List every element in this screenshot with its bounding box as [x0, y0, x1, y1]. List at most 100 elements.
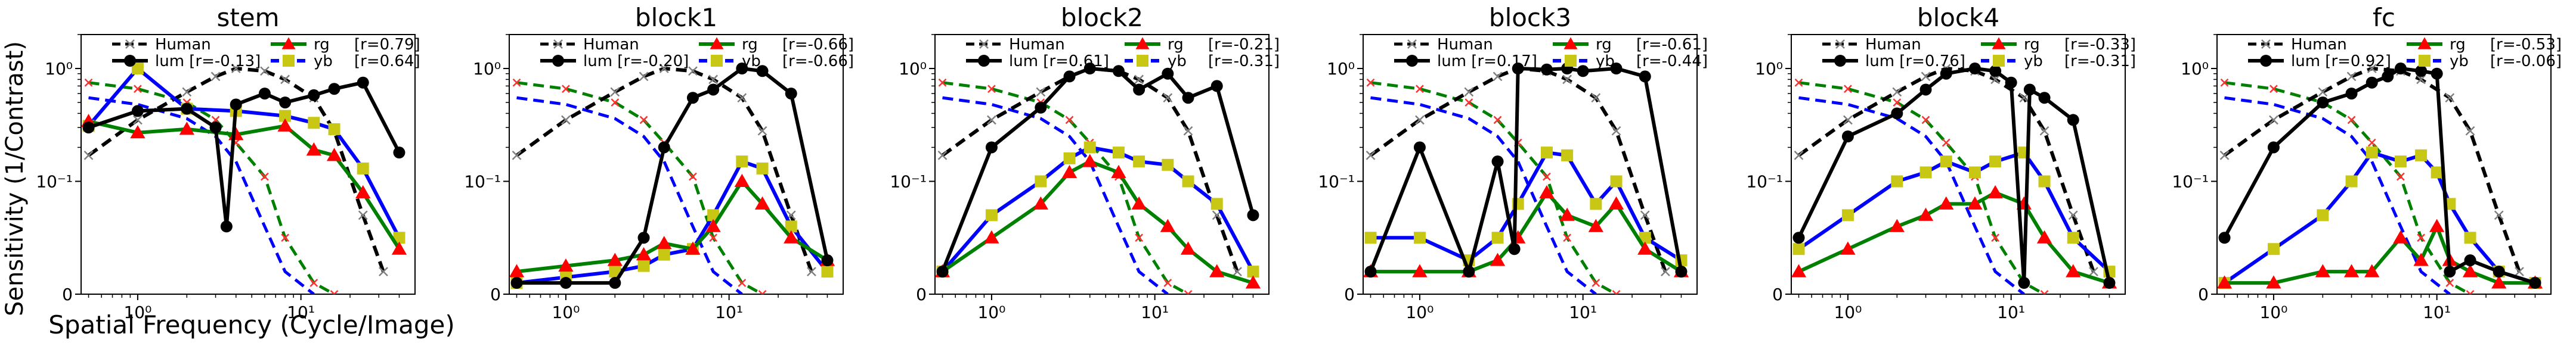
- human-lum-point: [379, 267, 388, 276]
- y-tick-label: 0: [1772, 285, 1783, 304]
- series-rg-point: [1637, 241, 1653, 255]
- human-yb-curve: [2224, 96, 2451, 294]
- series-lum-point: [1463, 266, 1475, 278]
- series-rg-point: [130, 125, 145, 139]
- human-lum-point: [280, 74, 290, 85]
- human-rg-point-b: [2469, 290, 2475, 294]
- series-yb-line: [1370, 151, 1683, 263]
- series-lum-point: [1968, 63, 1981, 75]
- series-yb-point: [1639, 232, 1651, 244]
- y-tick-label: 10⁰: [473, 59, 501, 79]
- human-lum-point: [807, 267, 816, 276]
- human-rg-point: [1184, 290, 1193, 294]
- human-lum-point: [1892, 87, 1902, 97]
- human-lum-point: [1794, 150, 1804, 160]
- human-lum-point-b: [2039, 126, 2049, 136]
- series-yb-point: [1610, 175, 1623, 188]
- series-lum-point: [2394, 63, 2407, 75]
- series-yb-point: [1364, 232, 1377, 244]
- legend-rg-r: [r=-0.66]: [782, 36, 854, 54]
- series-yb-point: [2067, 232, 2079, 244]
- series-yb-point: [1841, 209, 1854, 222]
- human-rg-point: [2397, 172, 2405, 181]
- series-lum-point: [559, 277, 572, 289]
- series-lum-point: [279, 96, 292, 109]
- series-lum-point: [1133, 83, 1145, 96]
- legend-human-marker-b: [125, 39, 135, 49]
- human-rg-point-a: [1184, 290, 1190, 294]
- human-lum-point: [1611, 126, 1621, 136]
- human-rg-point-b: [611, 98, 620, 107]
- human-lum-point: [1843, 115, 1853, 125]
- human-lum-point: [2039, 126, 2049, 136]
- series-lum-point: [2018, 277, 2030, 289]
- human-rg-point-b: [1187, 290, 1193, 294]
- series-rg-point: [1559, 207, 1575, 221]
- legend-rg-r: [r=-0.61]: [1636, 36, 1708, 54]
- axes-frame: [1791, 34, 2126, 295]
- y-tick-label: 10⁻¹: [464, 172, 501, 192]
- human-lum-point-b: [210, 71, 221, 82]
- series-yb-point: [1540, 146, 1553, 159]
- human-rg-curve: [2224, 81, 2471, 294]
- y-tick-label: 10⁻¹: [1318, 172, 1355, 192]
- human-rg-point: [1563, 233, 1572, 242]
- series-lum-point: [2218, 232, 2231, 244]
- human-rg-point: [1065, 116, 1074, 124]
- human-lum-point-b: [1843, 115, 1853, 125]
- series-yb-point: [1182, 175, 1194, 188]
- human-lum-point: [231, 64, 241, 73]
- legend-rg-label: rg: [314, 36, 330, 54]
- series-rg-point: [1939, 196, 1954, 210]
- series-yb-point: [357, 162, 369, 174]
- series-lum-point: [756, 65, 769, 77]
- human-lum-point-b: [1794, 150, 1804, 160]
- human-lum-point-b: [1183, 126, 1193, 136]
- series-yb-point: [1413, 232, 1426, 244]
- series-rg-point: [179, 121, 194, 135]
- legend-rg-marker: [1135, 37, 1150, 49]
- series-lum-point: [2415, 65, 2428, 77]
- human-lum-point: [260, 66, 270, 76]
- human-rg-point-b: [333, 290, 339, 294]
- human-lum-point: [688, 66, 698, 76]
- series-lum-point: [510, 277, 523, 289]
- legend-rg-r: [r=-0.53]: [2490, 36, 2562, 54]
- y-tick-label: 10⁻¹: [1746, 172, 1783, 192]
- human-rg-point-b: [281, 233, 290, 242]
- legend-yb-marker: [2419, 55, 2431, 67]
- human-rg-point: [1921, 116, 1930, 124]
- human-rg-point: [2347, 116, 2356, 124]
- y-tick-label: 10⁰: [2181, 59, 2209, 79]
- x-tick-label: 10⁰: [1405, 303, 1433, 322]
- human-lum-point-b: [231, 64, 241, 73]
- series-rg-point: [734, 173, 750, 188]
- human-lum-point: [358, 210, 368, 220]
- panel-title: fc: [2373, 3, 2395, 32]
- human-yb-curve: [942, 96, 1169, 294]
- human-lum-point-b: [260, 66, 270, 76]
- series-lum-point: [230, 98, 242, 111]
- legend-yb-label: yb: [314, 52, 333, 70]
- human-lum-point-b: [2019, 93, 2029, 103]
- series-lum-point: [2529, 277, 2541, 289]
- legend-rg-marker: [1992, 37, 2006, 49]
- plot-area: [935, 63, 1261, 294]
- series-yb-point: [2464, 232, 2476, 244]
- human-rg-point-b: [1493, 116, 1502, 124]
- human-rg-point: [1893, 98, 1902, 107]
- human-rg-point-b: [2417, 233, 2426, 242]
- human-rg-point-b: [1366, 78, 1375, 87]
- human-rg-point-b: [1416, 85, 1424, 93]
- human-rg-point-b: [1135, 233, 1144, 242]
- human-lum-point-b: [807, 267, 816, 276]
- human-lum-point-b: [2346, 71, 2357, 82]
- series-yb-point: [1083, 141, 1096, 154]
- series-rg-point: [1082, 154, 1098, 167]
- legend-yb-marker: [283, 55, 295, 67]
- plot-area: [509, 63, 835, 294]
- series-lum-point: [2317, 96, 2329, 109]
